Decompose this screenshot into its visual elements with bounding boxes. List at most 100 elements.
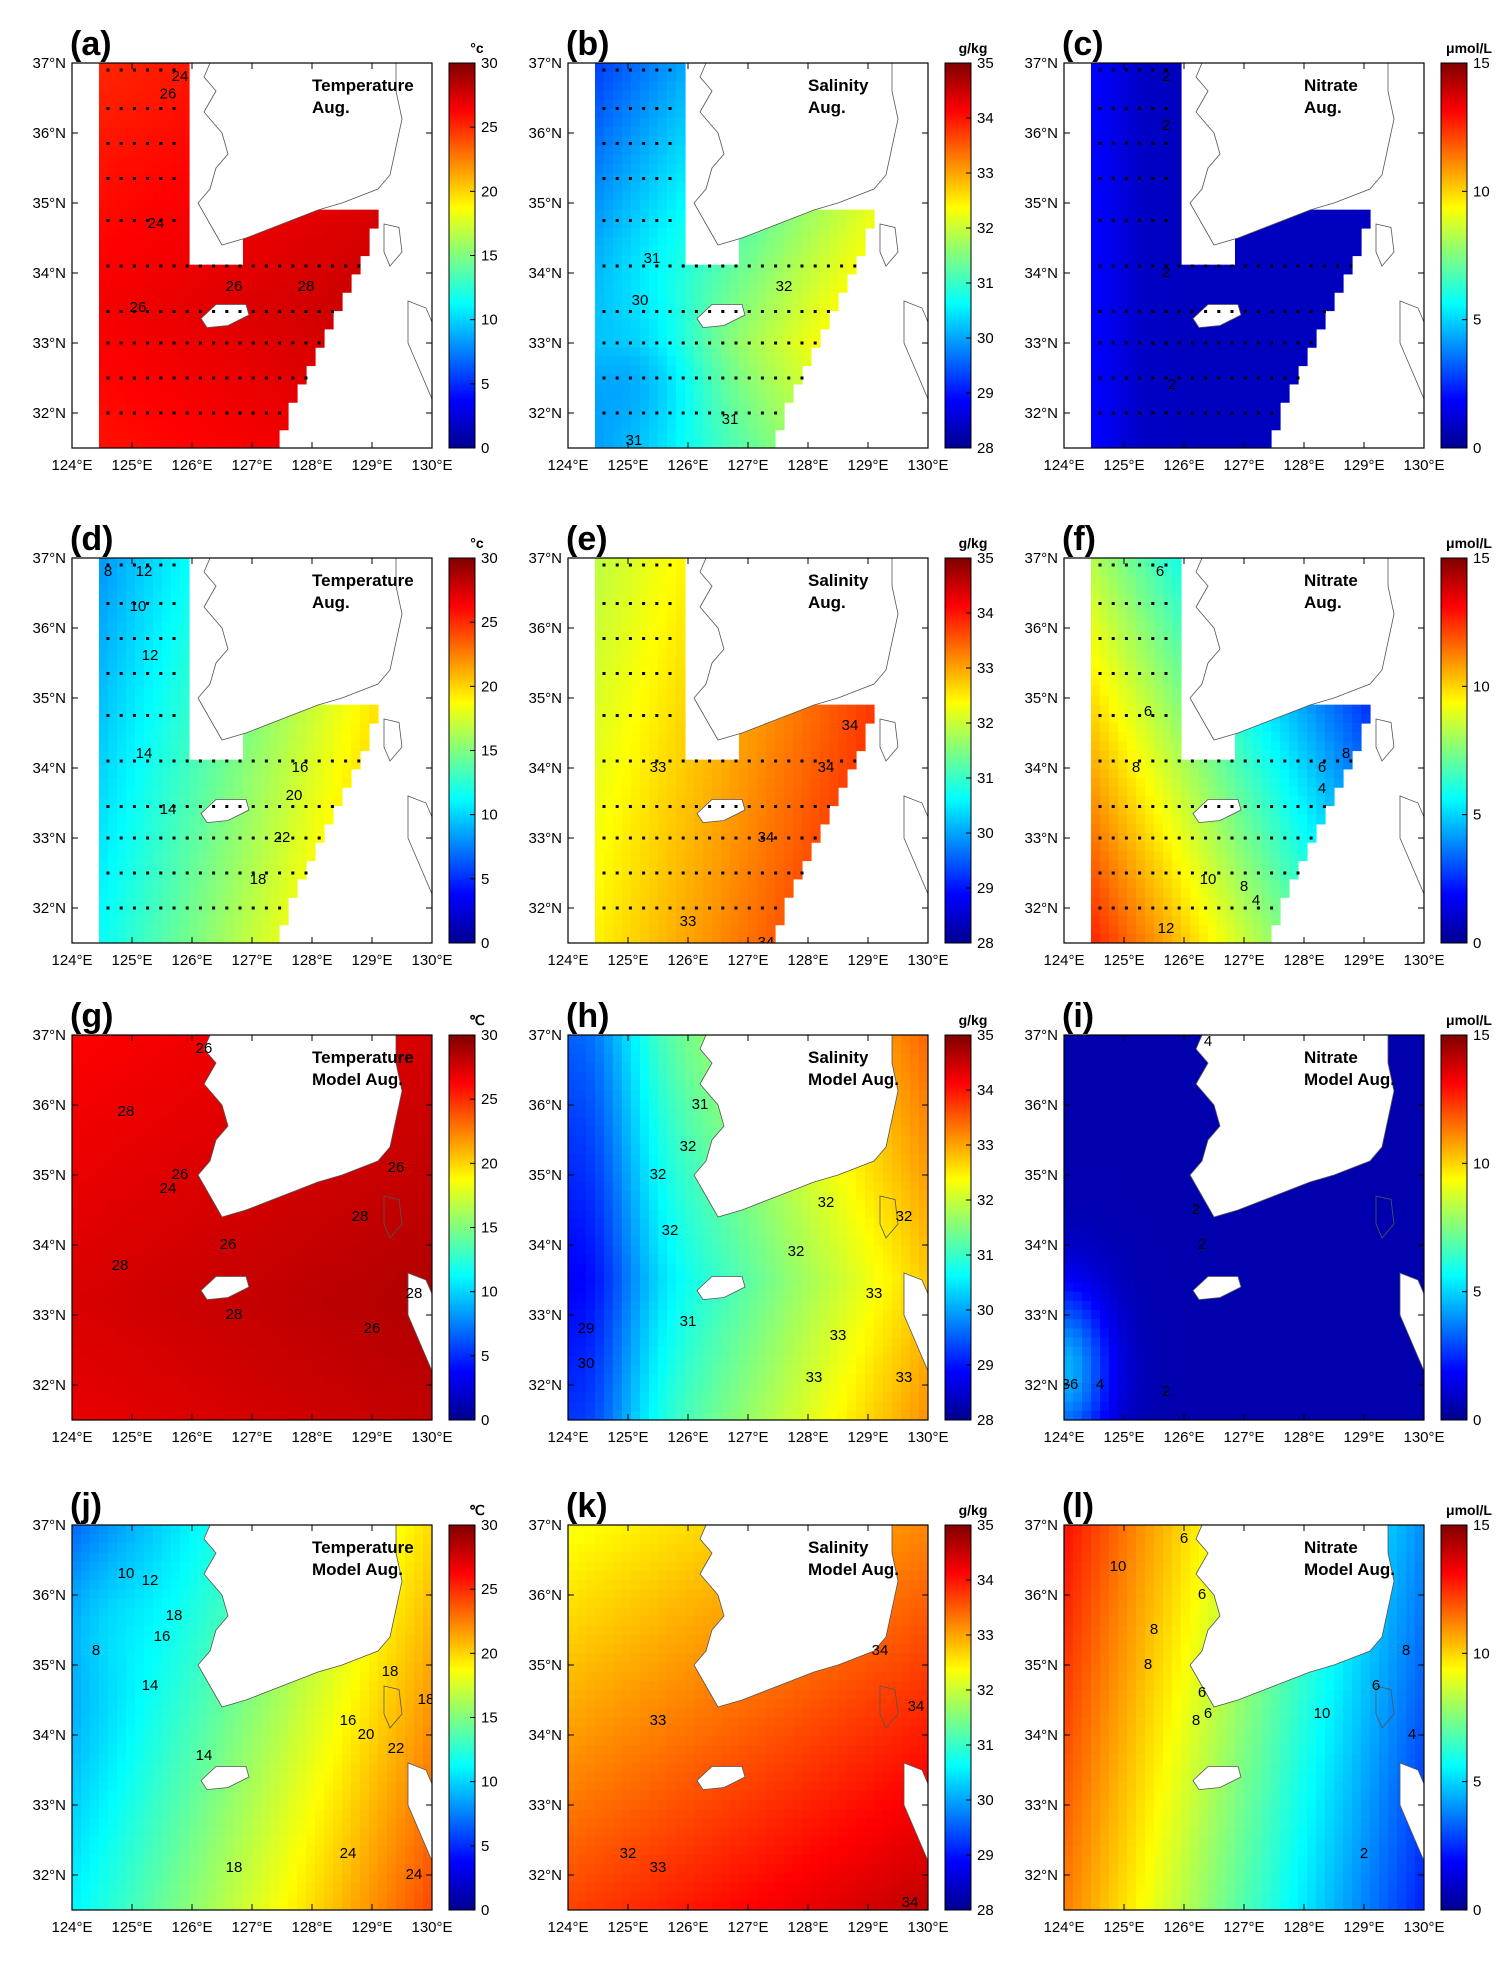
lon-tick-label: 126°E (667, 1919, 708, 1936)
station-dot (251, 376, 255, 380)
colorbar-unit: ℃ (469, 1502, 485, 1518)
lat-tick-label: 33°N (528, 830, 562, 847)
station-dot (681, 805, 685, 808)
colorbar-tick-label: 15 (481, 1220, 498, 1237)
station-dot (119, 906, 123, 910)
station-dot (1177, 805, 1181, 808)
contour-label: 30 (632, 292, 649, 309)
lat-tick-label: 36°N (32, 1097, 66, 1114)
colorbar-tick-label: 15 (481, 743, 498, 760)
lon-tick-label: 130°E (907, 457, 948, 474)
station-dot (132, 341, 136, 345)
contour-label: 33 (650, 759, 667, 776)
station-dot (1270, 836, 1274, 840)
korea-landmass (197, 558, 403, 741)
contour-label: 2 (1162, 1383, 1170, 1400)
lat-tick-label: 36°N (1024, 620, 1058, 637)
station-dot (602, 871, 606, 875)
station-dot (132, 107, 136, 110)
colorbar (1440, 1524, 1468, 1911)
lon-tick-label: 127°E (1223, 457, 1264, 474)
station-dot (1177, 341, 1181, 345)
station-dot (602, 563, 606, 567)
kyushu-coast (407, 1762, 432, 1862)
tsushima-island (879, 223, 899, 267)
station-dot (106, 836, 110, 840)
station-dot (132, 871, 136, 875)
station-dot (291, 310, 295, 313)
station-dot (655, 177, 659, 180)
station-dot (840, 759, 844, 763)
station-dot (1138, 376, 1142, 380)
station-dot (1190, 264, 1194, 268)
station-dot (1138, 563, 1142, 567)
station-dot (1138, 836, 1142, 840)
station-dot (330, 264, 334, 268)
lat-tick-label: 32°N (1024, 405, 1058, 422)
station-dot (734, 264, 738, 268)
station-dot (212, 759, 216, 763)
contour-label: 4 (1204, 1033, 1212, 1050)
lat-tick-label: 32°N (528, 900, 562, 917)
station-dot (1124, 177, 1128, 180)
station-dot (1124, 871, 1128, 875)
station-dot (1309, 310, 1313, 313)
station-dot (1138, 602, 1142, 605)
panel-e: 34 33 34 34 33 34 124°E 125°E 126°E 127°E 128°E 129… (528, 520, 993, 969)
station-dot (681, 264, 685, 268)
station-dot (1111, 411, 1115, 415)
lon-tick-label: 124°E (547, 1919, 588, 1936)
contour-label: 24 (160, 1180, 177, 1197)
colorbar-tick-label: 30 (977, 1302, 994, 1319)
station-dot (1138, 142, 1142, 145)
station-dot (734, 411, 738, 415)
lat-tick-label: 35°N (32, 690, 66, 707)
station-dot (185, 264, 189, 268)
colorbar-tick-label: 31 (977, 1737, 994, 1754)
station-dot (615, 906, 619, 910)
panel-k: 34 34 33 32 33 34 124°E 125°E 126°E 127°E 128°E 129… (528, 1487, 993, 1936)
station-dot (238, 805, 242, 808)
station-dot (721, 836, 725, 840)
contour-label: 28 (118, 1103, 135, 1120)
lat-tick-label: 34°N (528, 760, 562, 777)
panel-title-line: Salinity (808, 1048, 869, 1067)
korea-landmass (1189, 1525, 1395, 1708)
contour-label: 24 (172, 68, 189, 85)
station-dot (787, 264, 791, 268)
contour-label: 4 (1318, 780, 1326, 797)
station-dot (1164, 836, 1168, 840)
lon-tick-label: 127°E (231, 1919, 272, 1936)
station-dot (1124, 341, 1128, 345)
contour-label: 18 (418, 1691, 435, 1708)
station-dot (1111, 637, 1115, 640)
station-dot (1230, 836, 1234, 840)
station-dot (734, 341, 738, 345)
station-dot (774, 341, 778, 345)
station-dot (119, 310, 123, 313)
station-dot (668, 906, 672, 910)
panel-letter: (d) (70, 520, 113, 558)
station-dot (655, 310, 659, 313)
lat-tick-label: 34°N (528, 1727, 562, 1744)
station-dot (602, 411, 606, 415)
station-dot (1177, 836, 1181, 840)
station-dot (668, 177, 672, 180)
contour-label: 6 (1156, 563, 1164, 580)
station-dot (708, 310, 712, 313)
kyushu-coast (903, 1272, 928, 1372)
lat-tick-label: 35°N (32, 1657, 66, 1674)
station-dot (800, 759, 804, 763)
station-dot (357, 759, 361, 763)
station-dot (278, 376, 282, 380)
station-dot (1111, 341, 1115, 345)
station-dot (1296, 310, 1300, 313)
station-dot (1138, 805, 1142, 808)
station-dot (642, 906, 646, 910)
lat-tick-label: 36°N (528, 125, 562, 142)
station-dot (1164, 871, 1168, 875)
station-dot (198, 264, 202, 268)
contour-label: 4 (1252, 892, 1260, 909)
station-dot (1270, 759, 1274, 763)
panel-title-line: Temperature (312, 76, 414, 95)
